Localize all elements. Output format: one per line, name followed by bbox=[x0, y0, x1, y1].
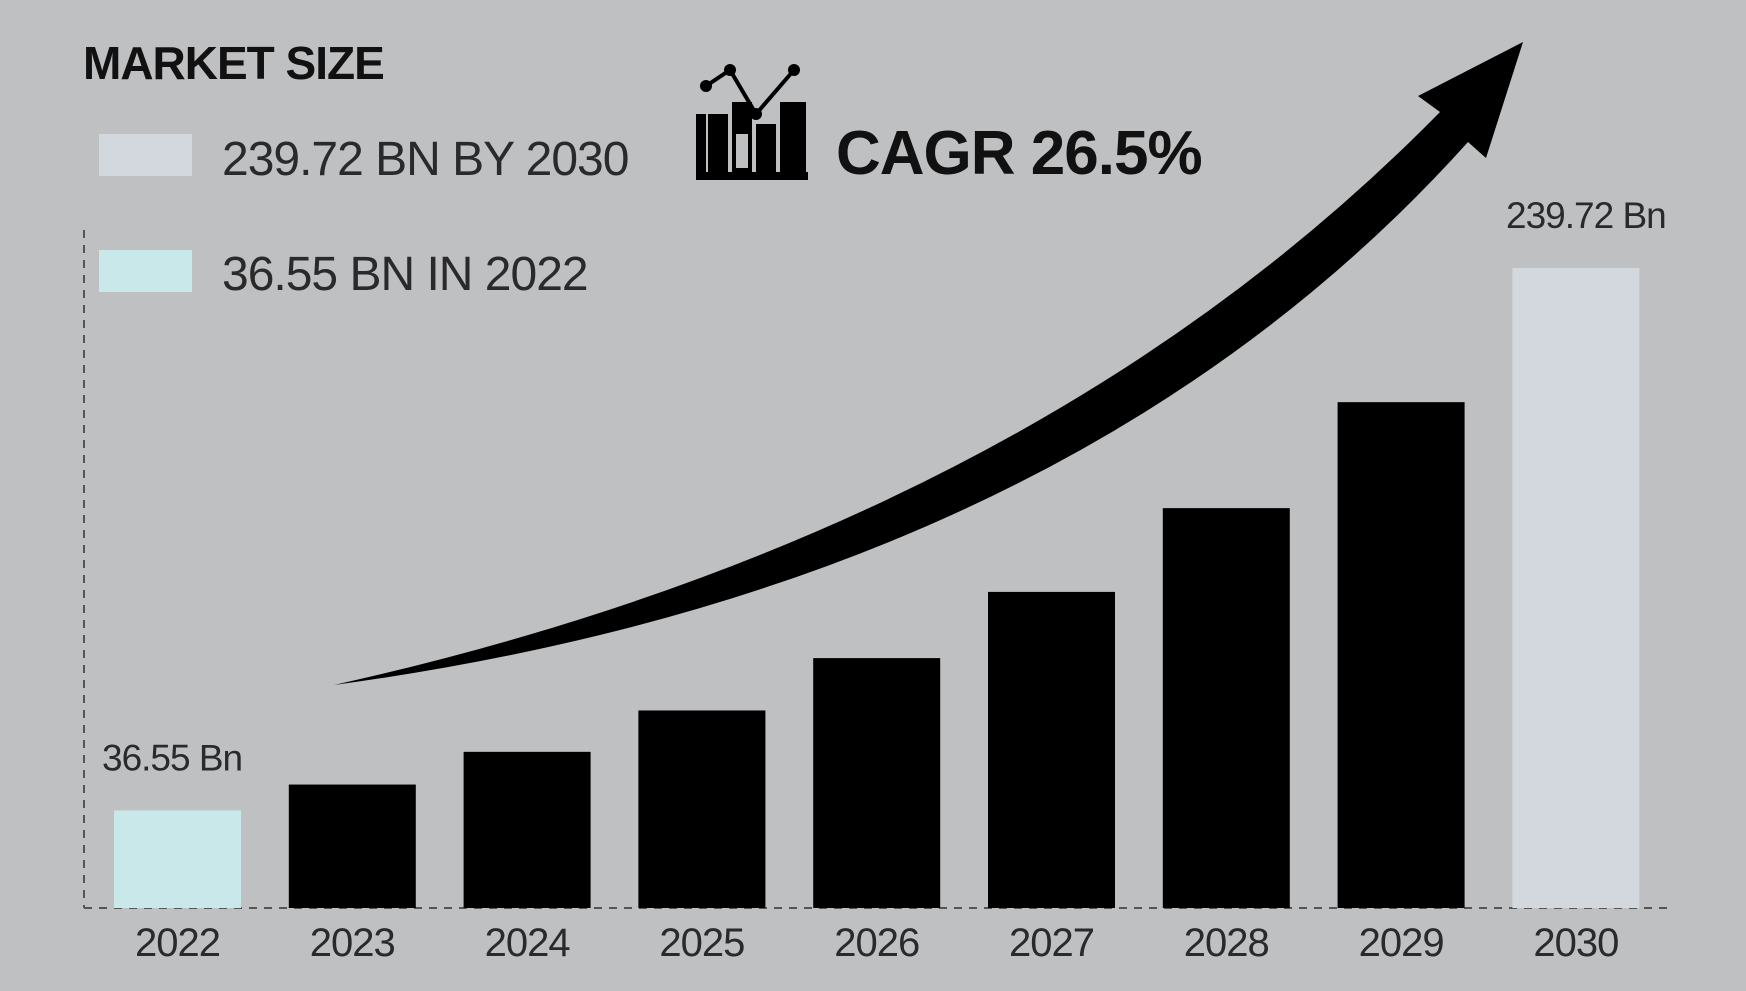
bar-2029 bbox=[1337, 402, 1465, 908]
x-tick-label: 2030 bbox=[1533, 921, 1618, 965]
x-tick-label: 2022 bbox=[135, 921, 220, 965]
x-tick-label: 2026 bbox=[834, 921, 919, 965]
x-tick-label: 2023 bbox=[310, 921, 395, 965]
bar-2023 bbox=[288, 784, 416, 908]
bar-2027 bbox=[988, 591, 1115, 908]
legend-swatch-2030 bbox=[99, 134, 192, 176]
chart-title: MARKET SIZE bbox=[83, 37, 385, 89]
bar-2024 bbox=[463, 751, 591, 908]
legend-label-2022: 36.55 BN IN 2022 bbox=[222, 248, 589, 301]
data-label: 36.55 Bn bbox=[102, 737, 242, 778]
x-tick-label: 2028 bbox=[1184, 921, 1269, 965]
x-tick-label: 2027 bbox=[1009, 921, 1094, 965]
x-tick-label: 2029 bbox=[1359, 921, 1444, 965]
bar-2022 bbox=[114, 810, 241, 908]
bar-2025 bbox=[638, 710, 766, 908]
bar-chart-trend-icon bbox=[696, 64, 808, 180]
cagr-label: CAGR 26.5% bbox=[836, 119, 1203, 188]
legend-swatch-2022 bbox=[99, 250, 192, 292]
data-label: 239.72 Bn bbox=[1506, 195, 1666, 236]
legend-label-2030: 239.72 BN BY 2030 bbox=[222, 133, 629, 186]
bar-2028 bbox=[1162, 508, 1290, 908]
bar-2030 bbox=[1512, 268, 1640, 908]
x-tick-label: 2024 bbox=[485, 921, 571, 965]
bar-2026 bbox=[813, 658, 941, 908]
x-tick-label: 2025 bbox=[659, 921, 744, 965]
